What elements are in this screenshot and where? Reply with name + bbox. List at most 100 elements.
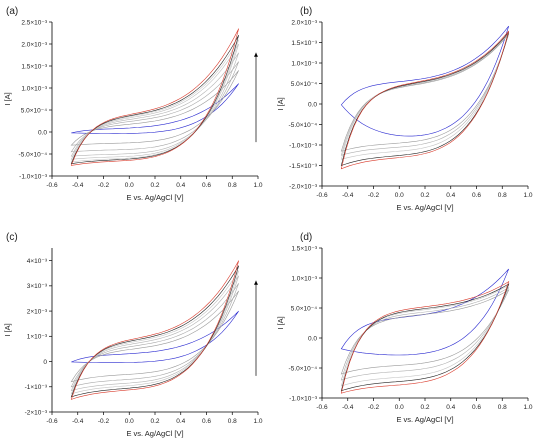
x-tick-label: 0.0 xyxy=(395,192,404,199)
y-tick-label: -1.0×10⁻³ xyxy=(19,173,48,180)
y-tick-label: 1.0×10⁻³ xyxy=(21,85,47,92)
y-tick-label: 1.5×10⁻³ xyxy=(291,40,317,47)
x-tick-label: -0.6 xyxy=(316,404,328,411)
cv-cycle-line xyxy=(71,83,239,134)
y-tick-label: -2.0×10⁻³ xyxy=(289,183,318,190)
x-tick-label: 0.4 xyxy=(176,182,185,189)
panel-label: (c) xyxy=(6,232,18,243)
cv-cycle-line xyxy=(340,30,509,170)
y-tick-label: -1.5×10⁻³ xyxy=(289,163,318,170)
cv-cycle-line xyxy=(340,289,510,375)
x-tick-label: 0.4 xyxy=(446,192,455,199)
x-tick-label: 0.2 xyxy=(150,182,159,189)
cv-cycle-line xyxy=(340,25,509,137)
y-tick-label: -5.0×10⁻⁴ xyxy=(289,122,318,129)
cv-cycle-line xyxy=(340,284,510,387)
cv-cycle-line xyxy=(70,265,239,398)
cv-cycle-line xyxy=(70,52,239,157)
cv-cycle-line xyxy=(70,70,239,146)
y-axis-title: I [A] xyxy=(3,92,12,105)
y-tick-label: -5.0×10⁻⁴ xyxy=(19,151,48,158)
panel-a: (a) -0.6 -0.4 -0.2 0.0 0.2 0.4 0.6 0.8 1.0 -1.0×10… xyxy=(3,6,263,202)
y-tick-label: 2.5×10⁻³ xyxy=(21,19,47,26)
y-tick-label: -1.0×10⁻³ xyxy=(289,395,318,402)
x-tick-label: 0.2 xyxy=(150,418,159,425)
y-tick-label: 2.0×10⁻³ xyxy=(291,19,317,26)
panel-label: (b) xyxy=(300,6,312,17)
x-tick-label: 0.2 xyxy=(420,404,429,411)
y-tick-label: 1×10⁻³ xyxy=(27,334,48,341)
y-tick-label: 3×10⁻³ xyxy=(27,283,48,290)
y-axis-title: I [A] xyxy=(3,323,12,336)
x-tick-label: 0.6 xyxy=(202,182,211,189)
y-tick-label: 5.0×10⁻⁴ xyxy=(291,81,317,88)
x-tick-label: 0.8 xyxy=(228,418,237,425)
y-tick-label: 1.0×10⁻³ xyxy=(291,275,317,282)
cv-cycle-line xyxy=(70,275,239,392)
cv-cycle-line xyxy=(70,260,239,400)
cv-cycle-line xyxy=(340,32,509,166)
cv-cycle-line xyxy=(70,290,239,383)
x-tick-label: 0.8 xyxy=(498,192,507,199)
x-tick-label: 0.8 xyxy=(498,404,507,411)
y-tick-label: 2.0×10⁻³ xyxy=(21,41,47,48)
cv-cycle-line xyxy=(340,32,509,160)
x-tick-label: -0.4 xyxy=(342,404,354,411)
x-tick-label: 1.0 xyxy=(523,404,532,411)
x-tick-label: 0.0 xyxy=(125,182,134,189)
y-axis-title: I [A] xyxy=(276,316,285,329)
cv-cycle-line xyxy=(70,270,239,395)
y-tick-label: 1.0×10⁻³ xyxy=(291,60,317,67)
x-tick-label: -0.4 xyxy=(72,182,84,189)
x-tick-label: -0.6 xyxy=(316,192,328,199)
y-tick-label: 0.0 xyxy=(38,129,47,136)
y-tick-label: 5.0×10⁻⁴ xyxy=(21,107,47,114)
x-tick-label: -0.2 xyxy=(98,418,110,425)
y-tick-label: 5.0×10⁻⁴ xyxy=(291,305,317,312)
x-axis-title: E vs. Ag/AgCl [V] xyxy=(396,415,453,424)
x-axis-title: E vs. Ag/AgCl [V] xyxy=(126,429,183,438)
x-tick-label: 1.0 xyxy=(523,192,532,199)
y-tick-label: -2×10⁻³ xyxy=(25,409,48,416)
x-tick-label: -0.4 xyxy=(72,418,84,425)
cv-cycle-line xyxy=(70,35,239,165)
panel-b: (b) -0.6 -0.4 -0.2 0.0 0.2 0.4 0.6 0.8 1.0 -2.0×10… xyxy=(276,6,533,212)
cv-cycle-line xyxy=(70,28,239,166)
y-tick-label: -1.0×10⁻³ xyxy=(289,142,318,149)
y-axis-title: I [A] xyxy=(276,97,285,110)
panel-label: (a) xyxy=(6,6,18,17)
panel-d: (d) -0.6 -0.4 -0.2 0.0 0.2 0.4 0.6 0.8 1.0 -1.0×10… xyxy=(276,232,533,424)
cv-cycle-line xyxy=(71,310,239,363)
x-tick-label: 1.0 xyxy=(253,418,262,425)
cv-cycle-line xyxy=(340,280,510,394)
y-tick-label: 4×10⁻³ xyxy=(27,258,48,265)
x-tick-label: -0.2 xyxy=(368,192,380,199)
x-axis-title: E vs. Ag/AgCl [V] xyxy=(126,193,183,202)
x-tick-label: 0.0 xyxy=(395,404,404,411)
x-tick-label: 0.4 xyxy=(176,418,185,425)
x-tick-label: -0.4 xyxy=(342,192,354,199)
y-tick-label: -5.0×10⁻⁴ xyxy=(289,365,318,372)
x-axis-title: E vs. Ag/AgCl [V] xyxy=(396,203,453,212)
y-tick-label: 1.5×10⁻³ xyxy=(21,63,47,70)
x-tick-label: 0.8 xyxy=(228,182,237,189)
arrow-head xyxy=(254,52,258,57)
y-tick-label: 1.5×10⁻³ xyxy=(291,245,317,252)
cv-cycle-line xyxy=(340,34,509,152)
x-tick-label: 0.4 xyxy=(446,404,455,411)
y-tick-label: 0 xyxy=(43,359,47,366)
x-tick-label: -0.2 xyxy=(368,404,380,411)
x-tick-label: 0.6 xyxy=(202,418,211,425)
y-tick-label: 0.0 xyxy=(308,335,317,342)
y-tick-label: 0.0 xyxy=(308,101,317,108)
x-tick-label: -0.2 xyxy=(98,182,110,189)
cv-cycle-line xyxy=(340,283,510,392)
arrow-head xyxy=(254,280,258,285)
cv-cycle-line xyxy=(70,43,239,160)
y-tick-label: -1×10⁻³ xyxy=(25,384,48,391)
x-tick-label: 0.0 xyxy=(125,418,134,425)
cv-cycle-line xyxy=(70,61,239,153)
x-tick-label: 0.6 xyxy=(472,404,481,411)
x-tick-label: 0.2 xyxy=(420,192,429,199)
